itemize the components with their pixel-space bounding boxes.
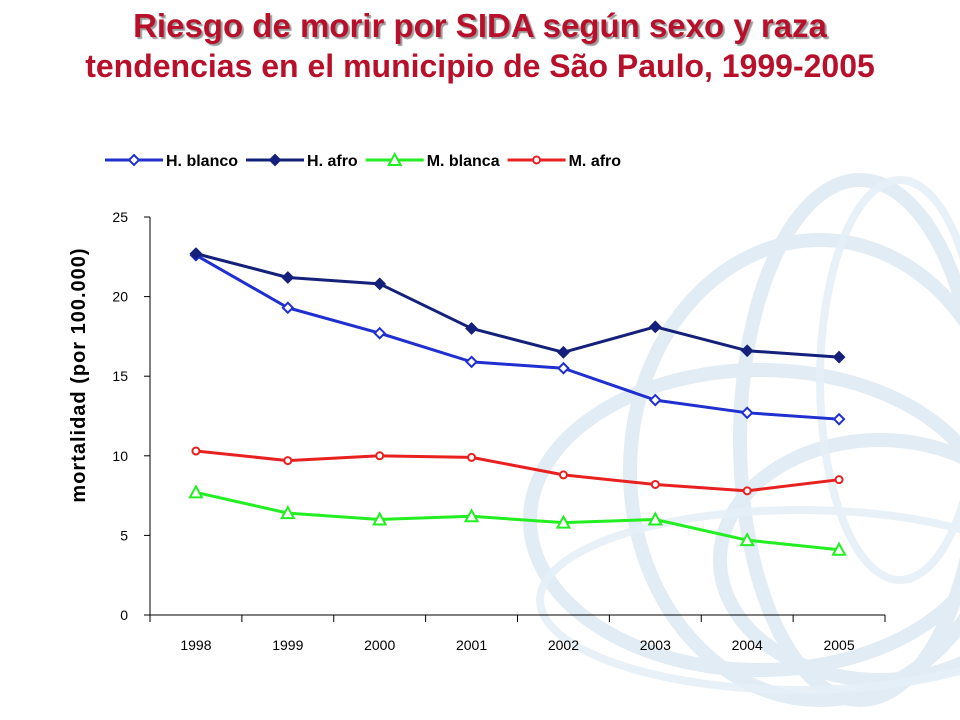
legend-marker-m-blanca (387, 151, 403, 166)
y-tick-label: 20 (112, 289, 128, 305)
data-point-h-afro (832, 350, 846, 364)
x-tick-label: 1999 (272, 637, 303, 653)
data-point-h-afro (557, 345, 570, 359)
data-point-h-blanco (557, 361, 570, 375)
data-point-h-blanco (373, 326, 387, 340)
data-point-h-afro (373, 277, 387, 291)
x-tick-label: 2000 (364, 637, 395, 653)
legend-label-h-afro: H. afro (307, 153, 358, 170)
data-point-h-blanco (648, 393, 662, 407)
data-point-m-afro (650, 479, 660, 489)
chart-series (188, 247, 847, 556)
legend-label-m-blanca: M. blanca (427, 153, 500, 170)
series-line-h-afro (195, 252, 840, 359)
title-block: Riesgo de morir por SIDA según sexo y ra… (0, 6, 960, 86)
chart-legend: H. blanco H. afro M. blanca M. afro (105, 151, 622, 170)
data-point-m-afro (467, 452, 477, 462)
y-tick-label: 10 (112, 448, 128, 464)
data-point-m-blanca (555, 514, 572, 529)
data-point-m-blanca (372, 511, 388, 526)
data-point-m-blanca (280, 505, 296, 520)
data-point-h-blanco (465, 355, 478, 369)
x-tick-label: 1998 (180, 637, 211, 653)
data-point-m-afro (283, 456, 293, 466)
y-axis-label: mortalidad (por 100.000) (68, 247, 90, 502)
x-tick-label: 2003 (640, 637, 671, 653)
data-point-m-blanca (463, 508, 480, 523)
data-point-m-afro (375, 451, 385, 461)
series-line-m-blanca (195, 490, 840, 552)
data-point-h-afro (648, 320, 662, 334)
data-point-m-afro (742, 486, 752, 496)
legend-marker-m-afro (532, 155, 542, 165)
x-tick-label: 2002 (548, 637, 579, 653)
data-point-m-blanca (831, 541, 847, 556)
chart-subtitle: tendencias en el municipio de São Paulo,… (85, 48, 875, 84)
chart-axes: 0 5 10 15 20 25 1998 1999 2000 2001 2002 2003 2004 20… (112, 209, 886, 653)
data-point-m-blanca (739, 532, 755, 547)
x-tick-label: 2001 (456, 637, 487, 653)
x-tick-label: 2004 (732, 637, 763, 653)
chart-title: Riesgo de morir por SIDA según sexo y ra… (133, 7, 827, 44)
x-tick-label: 2005 (823, 637, 854, 653)
data-point-m-afro (191, 446, 201, 456)
data-point-h-afro (189, 247, 203, 261)
y-tick-label: 15 (112, 368, 128, 384)
y-tick-label: 5 (120, 527, 128, 543)
y-tick-label: 0 (120, 607, 128, 623)
y-tick-label: 25 (112, 209, 128, 225)
data-point-h-blanco (281, 301, 295, 315)
legend-marker-h-blanco (127, 153, 141, 167)
data-point-m-blanca (188, 484, 204, 499)
series-line-m-afro (195, 449, 840, 493)
data-point-h-afro (281, 271, 295, 284)
data-point-m-afro (834, 475, 844, 485)
data-point-m-blanca (647, 511, 663, 526)
data-point-h-blanco (740, 406, 754, 420)
legend-label-m-afro: M. afro (569, 153, 622, 170)
data-point-m-afro (558, 470, 568, 480)
legend-marker-h-afro (268, 153, 282, 167)
data-point-h-blanco (832, 412, 846, 426)
data-point-h-afro (465, 322, 478, 335)
data-point-h-afro (740, 344, 754, 358)
series-line-h-blanco (195, 253, 840, 421)
legend-label-h-blanco: H. blanco (166, 153, 238, 170)
